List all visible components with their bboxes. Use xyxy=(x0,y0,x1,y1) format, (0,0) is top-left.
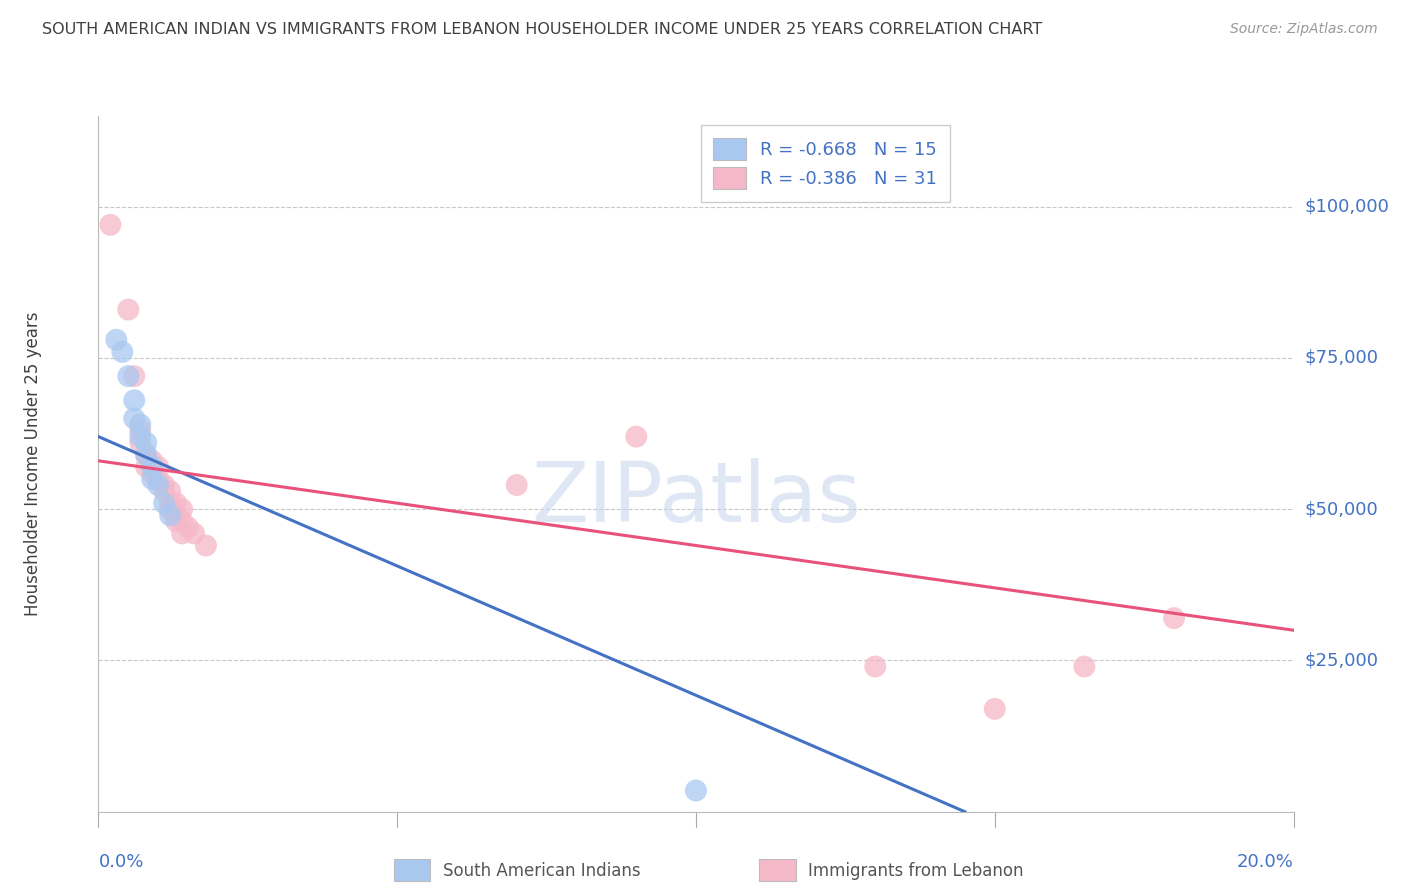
Point xyxy=(124,393,146,408)
Point xyxy=(1163,611,1185,625)
Point xyxy=(172,502,194,516)
Point xyxy=(165,508,187,523)
Point xyxy=(172,514,194,528)
Text: Immigrants from Lebanon: Immigrants from Lebanon xyxy=(808,862,1024,880)
Point xyxy=(111,345,134,359)
Text: $25,000: $25,000 xyxy=(1305,651,1379,670)
Point xyxy=(153,484,176,499)
Text: ZIPatlas: ZIPatlas xyxy=(531,458,860,539)
Point xyxy=(141,459,163,474)
Point xyxy=(135,448,157,462)
Point xyxy=(865,659,887,673)
Point xyxy=(159,484,181,499)
Text: $100,000: $100,000 xyxy=(1305,198,1389,216)
Point xyxy=(105,333,128,347)
Point xyxy=(148,459,170,474)
Point xyxy=(148,472,170,486)
Point xyxy=(141,454,163,468)
Point xyxy=(159,496,181,510)
Point xyxy=(129,435,152,450)
Point xyxy=(141,472,163,486)
Point xyxy=(165,514,187,528)
Text: Source: ZipAtlas.com: Source: ZipAtlas.com xyxy=(1230,22,1378,37)
Point xyxy=(148,478,170,492)
Point xyxy=(159,508,181,523)
Text: South American Indians: South American Indians xyxy=(443,862,641,880)
Point xyxy=(124,411,146,425)
Point xyxy=(1073,659,1095,673)
Point xyxy=(117,302,139,317)
Point xyxy=(141,466,163,480)
Point xyxy=(172,526,194,541)
Point xyxy=(983,702,1005,716)
Text: Householder Income Under 25 years: Householder Income Under 25 years xyxy=(24,311,42,616)
Point xyxy=(177,520,200,534)
Text: 20.0%: 20.0% xyxy=(1237,854,1294,871)
Point xyxy=(135,448,157,462)
Text: SOUTH AMERICAN INDIAN VS IMMIGRANTS FROM LEBANON HOUSEHOLDER INCOME UNDER 25 YEA: SOUTH AMERICAN INDIAN VS IMMIGRANTS FROM… xyxy=(42,22,1042,37)
Point xyxy=(129,429,152,443)
Text: $50,000: $50,000 xyxy=(1305,500,1378,518)
Point xyxy=(129,424,152,438)
Point xyxy=(183,526,205,541)
Point xyxy=(153,496,176,510)
Point xyxy=(124,369,146,384)
Point xyxy=(117,369,139,384)
Point xyxy=(685,783,707,797)
Point xyxy=(506,478,529,492)
Point xyxy=(98,218,122,232)
Point xyxy=(194,539,218,553)
Point xyxy=(129,417,152,432)
Point xyxy=(153,478,176,492)
Point xyxy=(135,459,157,474)
Text: $75,000: $75,000 xyxy=(1305,349,1379,367)
Legend: R = -0.668   N = 15, R = -0.386   N = 31: R = -0.668 N = 15, R = -0.386 N = 31 xyxy=(700,125,950,202)
Text: 0.0%: 0.0% xyxy=(98,854,143,871)
Point xyxy=(135,435,157,450)
Point xyxy=(159,502,181,516)
Point xyxy=(165,496,187,510)
Point xyxy=(624,429,647,443)
